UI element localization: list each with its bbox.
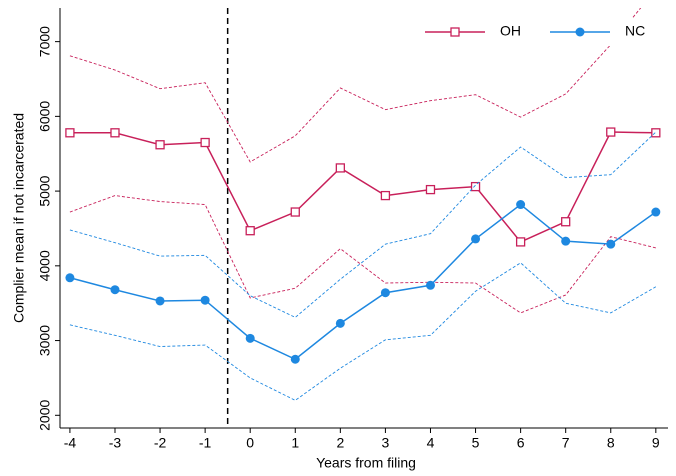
- x-tick-label: 8: [607, 435, 615, 451]
- point: [335, 163, 345, 173]
- x-tick-label: -1: [199, 435, 212, 451]
- x-tick-label: 6: [517, 435, 525, 451]
- ci-lower: [69, 195, 656, 314]
- point: [110, 128, 120, 138]
- x-tick-label: 2: [336, 435, 344, 451]
- point: [155, 296, 165, 306]
- point: [290, 207, 300, 217]
- legend-marker: [575, 27, 585, 37]
- x-tick-label: 9: [652, 435, 660, 451]
- legend-label: NC: [625, 23, 645, 39]
- point: [651, 128, 661, 138]
- point: [155, 140, 165, 150]
- point: [335, 318, 345, 328]
- y-tick-label: 2000: [37, 400, 53, 431]
- ci-upper: [69, 8, 642, 163]
- y-tick-label: 3000: [37, 325, 53, 356]
- point: [516, 200, 526, 210]
- x-tick-label: 3: [382, 435, 390, 451]
- ci-lower: [69, 262, 657, 401]
- plot-area: [65, 8, 661, 401]
- x-tick-label: -2: [154, 435, 167, 451]
- y-tick-label: 5000: [37, 175, 53, 206]
- y-tick-label: 4000: [37, 250, 53, 281]
- legend-marker: [450, 27, 460, 37]
- point: [65, 128, 75, 138]
- x-tick-label: 7: [562, 435, 570, 451]
- point: [425, 280, 435, 290]
- point: [651, 207, 661, 217]
- series-line: [69, 203, 657, 361]
- x-tick-label: 0: [246, 435, 254, 451]
- point: [471, 234, 481, 244]
- x-tick-label: -4: [64, 435, 77, 451]
- x-tick-label: -3: [109, 435, 122, 451]
- point: [290, 354, 300, 364]
- point: [561, 236, 571, 246]
- point: [425, 184, 436, 195]
- point: [245, 226, 255, 236]
- x-tick-label: 5: [472, 435, 480, 451]
- x-tick-label: 4: [427, 435, 435, 451]
- point: [200, 137, 210, 148]
- x-axis-label: Years from filing: [316, 455, 416, 471]
- point: [245, 333, 255, 343]
- point: [380, 190, 391, 201]
- point: [470, 181, 481, 192]
- point: [561, 217, 571, 227]
- y-tick-label: 6000: [37, 101, 53, 132]
- x-tick-label: 1: [291, 435, 299, 451]
- point: [200, 295, 210, 305]
- point: [606, 127, 616, 137]
- series-line: [69, 131, 656, 243]
- point: [380, 288, 390, 298]
- y-tick-label: 7000: [37, 26, 53, 57]
- y-axis-label: Complier mean if not incarcerated: [11, 113, 27, 323]
- legend-label: OH: [500, 23, 521, 39]
- point: [110, 285, 120, 295]
- ci-upper: [69, 131, 657, 318]
- point: [65, 273, 75, 283]
- point: [606, 239, 616, 249]
- point: [515, 237, 526, 247]
